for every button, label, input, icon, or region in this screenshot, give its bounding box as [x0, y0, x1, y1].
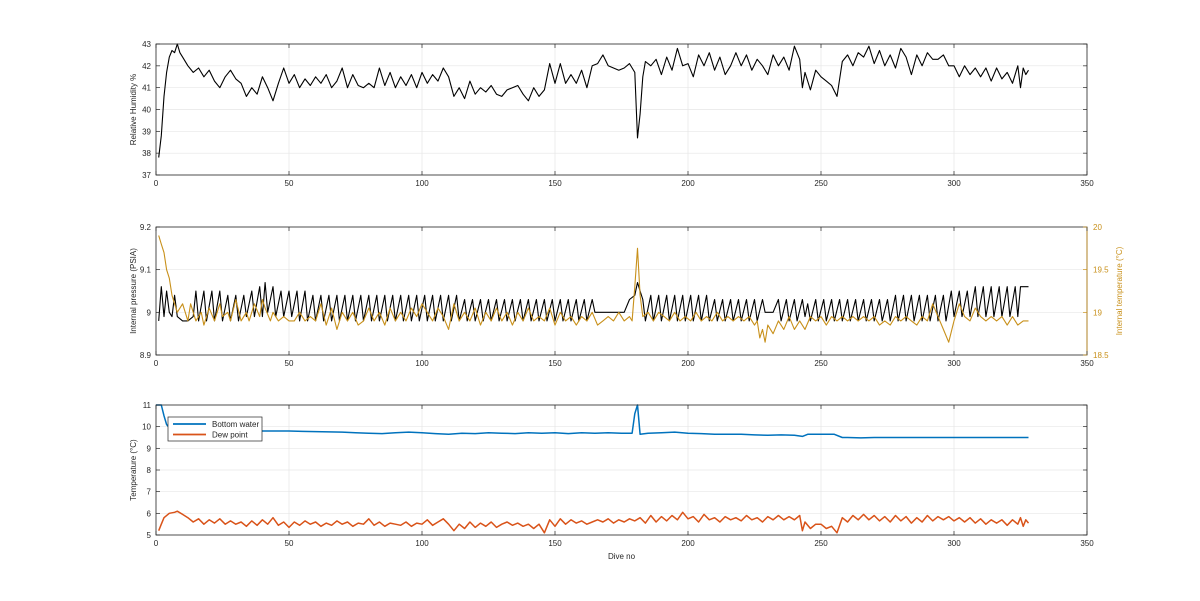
y-right-tick-label: 19.5	[1093, 266, 1109, 275]
y-tick-label: 5	[147, 531, 152, 540]
series-line-dew-point	[158, 510, 1030, 534]
x-tick-label: 300	[947, 539, 961, 548]
x-tick-label: 300	[947, 359, 961, 368]
y-tick-label: 11	[143, 401, 152, 410]
x-tick-label: 100	[415, 359, 429, 368]
y-tick-label: 7	[147, 488, 152, 497]
y-tick-label: 42	[142, 62, 151, 71]
x-axis-label: Dive no	[608, 552, 636, 561]
y-tick-label: 40	[142, 106, 151, 115]
x-tick-label: 250	[814, 539, 828, 548]
series-line-right	[158, 235, 1029, 343]
y-right-tick-label: 18.5	[1093, 351, 1109, 360]
y-tick-label: 38	[142, 149, 151, 158]
x-tick-label: 50	[285, 539, 294, 548]
x-tick-label: 200	[681, 179, 695, 188]
x-tick-label: 350	[1080, 179, 1094, 188]
legend-box	[167, 416, 263, 442]
x-tick-label: 150	[548, 359, 562, 368]
y-tick-label: 8.9	[140, 351, 152, 360]
plot-area	[156, 227, 1087, 355]
x-tick-label: 300	[947, 179, 961, 188]
axes-panel-2: 0 50 100 150 200 250 300 350 8.9 9 9.1 9.2 18.5 19 19.…	[129, 223, 1124, 368]
x-tick-label: 50	[285, 179, 294, 188]
series-line-left	[158, 281, 1029, 322]
y-right-tick-label: 20	[1093, 223, 1102, 232]
x-tick-label: 0	[154, 179, 159, 188]
x-tick-label: 50	[285, 359, 294, 368]
y-tick-label: 8	[147, 466, 152, 475]
y-tick-label: 41	[142, 84, 151, 93]
y-tick-label: 9	[147, 308, 152, 317]
y-tick-label: 10	[142, 423, 151, 432]
x-tick-label: 100	[415, 179, 429, 188]
x-tick-label: 200	[681, 359, 695, 368]
legend-label: Dew point	[212, 431, 248, 440]
y-tick-label: 39	[142, 127, 151, 136]
y-tick-label: 6	[147, 509, 152, 518]
x-tick-label: 350	[1080, 359, 1094, 368]
y-tick-label: 43	[142, 40, 151, 49]
y-right-axis-label: Internal temperature (°C)	[1115, 246, 1124, 335]
x-tick-label: 200	[681, 539, 695, 548]
y-axis-label: Temperature (°C)	[129, 439, 138, 501]
y-tick-label: 9.2	[140, 223, 152, 232]
y-axis-label: Internal pressure (PSIA)	[129, 248, 138, 334]
series-line-main	[158, 43, 1029, 158]
x-tick-label: 250	[814, 179, 828, 188]
x-tick-label: 150	[548, 179, 562, 188]
axes-panel-3: 0 50 100 150 200 250 300 350 5 6 7 8 9 10 11 Temperatur…	[129, 401, 1094, 561]
legend: Bottom water Dew point	[167, 416, 263, 442]
x-tick-label: 100	[415, 539, 429, 548]
y-tick-label: 9.1	[140, 266, 152, 275]
axes-panel-1: 0 50 100 150 200 250 300 350 37 38 39 40 41 42 43 Relat…	[129, 40, 1094, 188]
y-tick-label: 37	[142, 171, 151, 180]
x-tick-label: 350	[1080, 539, 1094, 548]
y-right-tick-label: 19	[1093, 308, 1102, 317]
y-axis-label: Relative Humidity %	[129, 74, 138, 146]
x-tick-label: 250	[814, 359, 828, 368]
x-tick-label: 0	[154, 539, 159, 548]
legend-label: Bottom water	[212, 420, 259, 429]
x-tick-label: 150	[548, 539, 562, 548]
x-tick-label: 0	[154, 359, 159, 368]
y-tick-label: 9	[147, 444, 152, 453]
